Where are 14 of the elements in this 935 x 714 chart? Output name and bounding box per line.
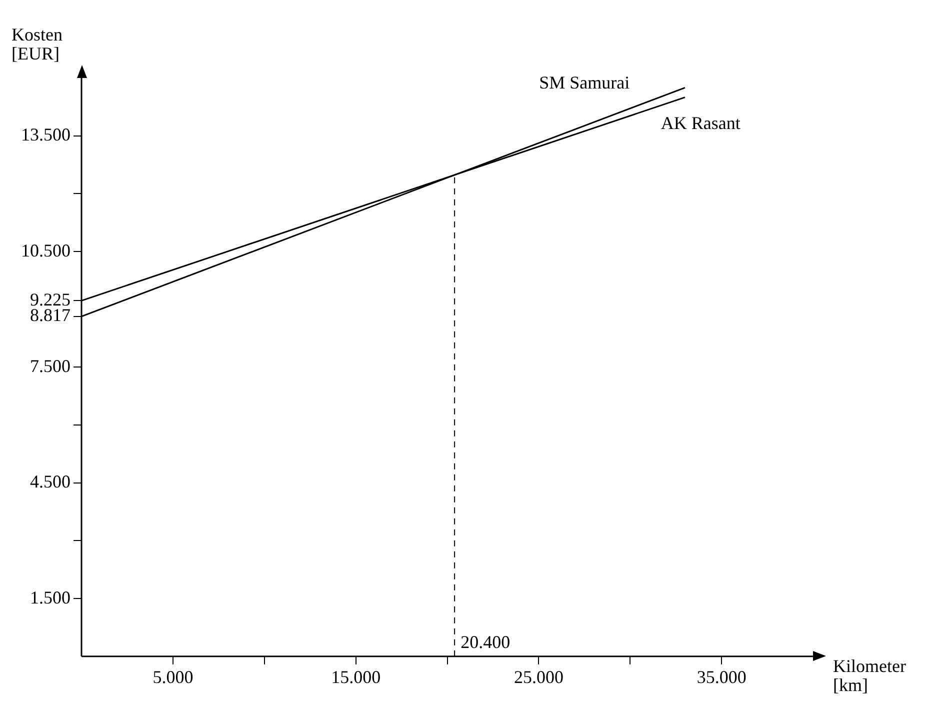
y-tick-label: 10.500 bbox=[21, 240, 70, 260]
y-tick-label: 1.500 bbox=[30, 587, 70, 608]
x-tick-label: 15.000 bbox=[331, 666, 381, 687]
x-axis-title: Kilometer [km] bbox=[833, 656, 906, 696]
ref-line-label: 20.400 bbox=[460, 632, 510, 652]
series-label: SM Samurai bbox=[539, 72, 630, 92]
x-tick-label: 35.000 bbox=[696, 666, 746, 687]
series-label: AK Rasant bbox=[660, 113, 740, 134]
y-tick-label: 7.500 bbox=[30, 356, 70, 376]
x-tick-label: 5.000 bbox=[152, 666, 194, 687]
y-tick-label: 13.500 bbox=[21, 124, 70, 145]
y-axis-title: Kosten [EUR] bbox=[12, 24, 62, 64]
y-tick-label: 4.500 bbox=[30, 472, 70, 492]
x-tick-label: 25.000 bbox=[514, 666, 564, 687]
